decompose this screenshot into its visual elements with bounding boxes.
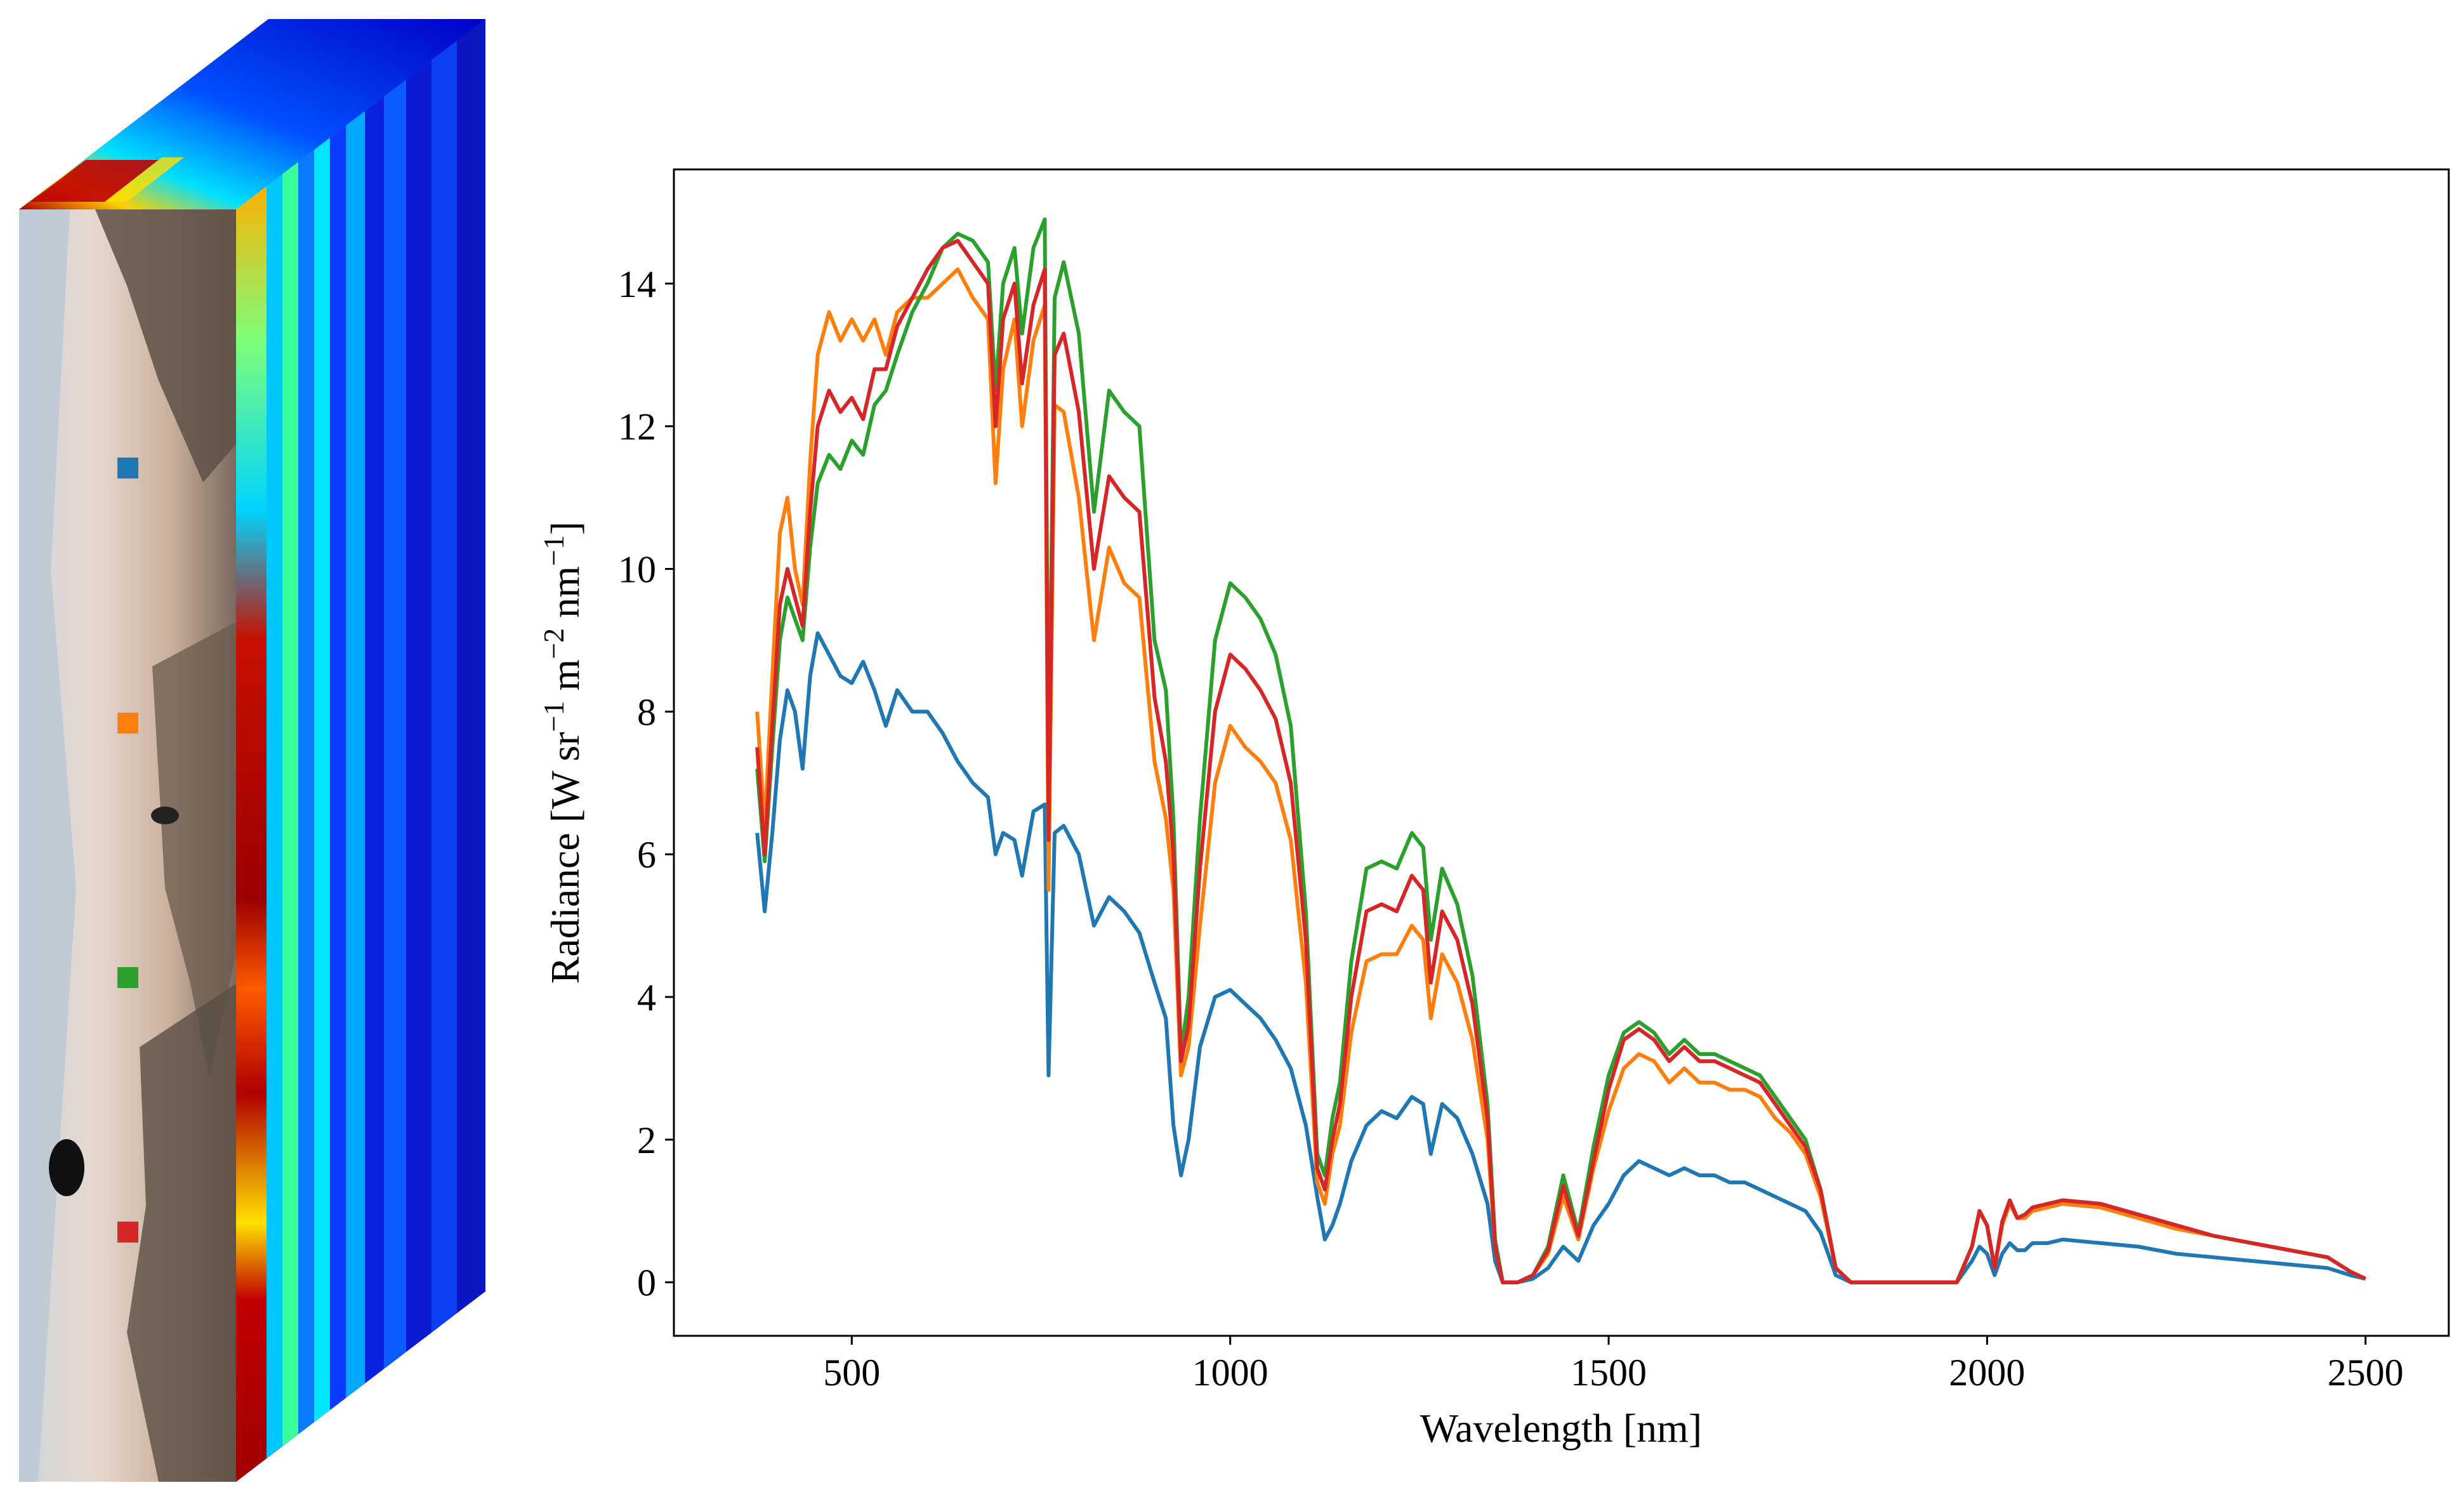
y-axis-label: Radiance [W sr−1 m−2 nm−1] <box>537 522 588 984</box>
marker-red <box>117 1222 138 1243</box>
x-tick-label: 2500 <box>2328 1352 2404 1394</box>
y-tick-label: 0 <box>637 1262 656 1304</box>
marker-orange <box>117 713 138 734</box>
cube-side-bands <box>236 19 485 1482</box>
y-tick-label: 12 <box>618 406 656 448</box>
plot-frame <box>673 168 2450 1337</box>
x-axis: 500 1000 1500 2000 2500 <box>823 1336 2404 1394</box>
marker-blue <box>117 458 138 478</box>
y-axis: 0 2 4 6 8 10 12 14 <box>618 263 674 1304</box>
x-tick-label: 500 <box>823 1352 880 1394</box>
x-tick-label: 1500 <box>1571 1352 1647 1394</box>
series-line-2 <box>755 267 2367 1284</box>
scene-image <box>19 209 236 1482</box>
hyperspectral-cube <box>19 19 485 1482</box>
radiance-chart: 500 1000 1500 2000 2500 0 2 4 6 8 10 12 14 Waveleng… <box>537 168 2450 1451</box>
marker-green <box>117 967 138 988</box>
y-tick-label: 14 <box>618 263 656 305</box>
y-tick-label: 10 <box>618 549 656 591</box>
y-tick-label: 6 <box>637 834 656 876</box>
series-line-4 <box>755 239 2367 1284</box>
y-tick-label: 8 <box>637 691 656 733</box>
series-line-1 <box>755 631 2366 1284</box>
x-tick-label: 2000 <box>1949 1352 2025 1394</box>
y-tick-label: 4 <box>637 977 656 1019</box>
x-tick-label: 1000 <box>1192 1352 1268 1394</box>
x-axis-label: Wavelength [nm] <box>1420 1406 1702 1451</box>
series-layer <box>755 217 2367 1284</box>
y-tick-label: 2 <box>637 1119 656 1161</box>
